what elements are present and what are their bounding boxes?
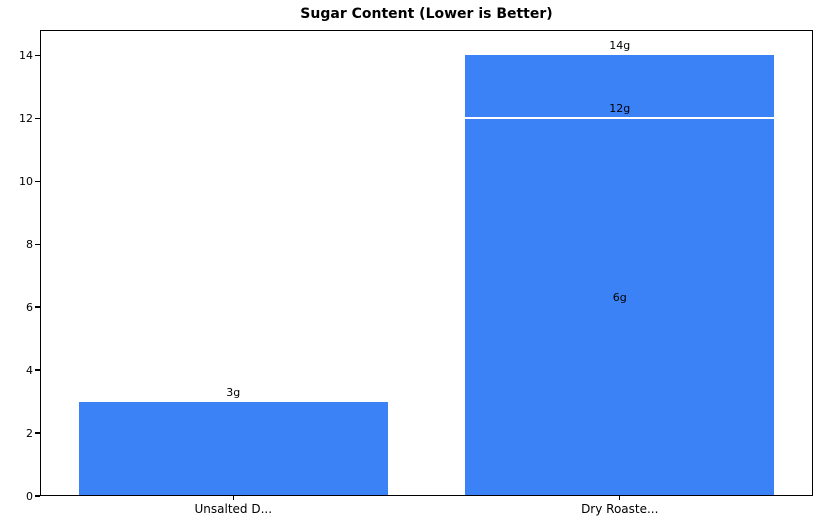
bar-value-label: 3g bbox=[226, 385, 241, 399]
y-tick-mark bbox=[35, 54, 40, 56]
bar-value-label: 6g bbox=[612, 291, 627, 305]
y-tick-label: 6 bbox=[26, 300, 33, 314]
chart-title: Sugar Content (Lower is Better) bbox=[300, 6, 553, 22]
plot-area: 3g 14g 12g 6g bbox=[40, 30, 813, 496]
x-tick-label: Unsalted D... bbox=[194, 502, 273, 516]
y-tick-label: 12 bbox=[19, 111, 33, 125]
y-tick-mark bbox=[35, 180, 40, 182]
y-tick-mark bbox=[35, 432, 40, 434]
y-tick-label: 10 bbox=[19, 174, 33, 188]
x-tick-label: Dry Roaste... bbox=[581, 502, 659, 516]
y-tick-label: 0 bbox=[26, 489, 33, 503]
y-tick-label: 4 bbox=[26, 363, 33, 377]
bar-value-label: 14g bbox=[609, 39, 631, 53]
bar-segment-divider bbox=[465, 117, 775, 120]
bar bbox=[78, 401, 388, 496]
y-tick-mark bbox=[35, 306, 40, 308]
y-tick-mark bbox=[35, 117, 40, 119]
y-tick-label: 14 bbox=[19, 48, 33, 62]
y-tick-mark bbox=[35, 369, 40, 371]
y-tick-label: 2 bbox=[26, 426, 33, 440]
y-tick-mark bbox=[35, 243, 40, 245]
x-tick-mark bbox=[619, 496, 621, 500]
x-tick-mark bbox=[232, 496, 234, 500]
y-tick-mark bbox=[35, 495, 40, 497]
bar bbox=[465, 55, 775, 496]
bar-value-label: 12g bbox=[609, 102, 631, 116]
y-tick-label: 8 bbox=[26, 237, 33, 251]
